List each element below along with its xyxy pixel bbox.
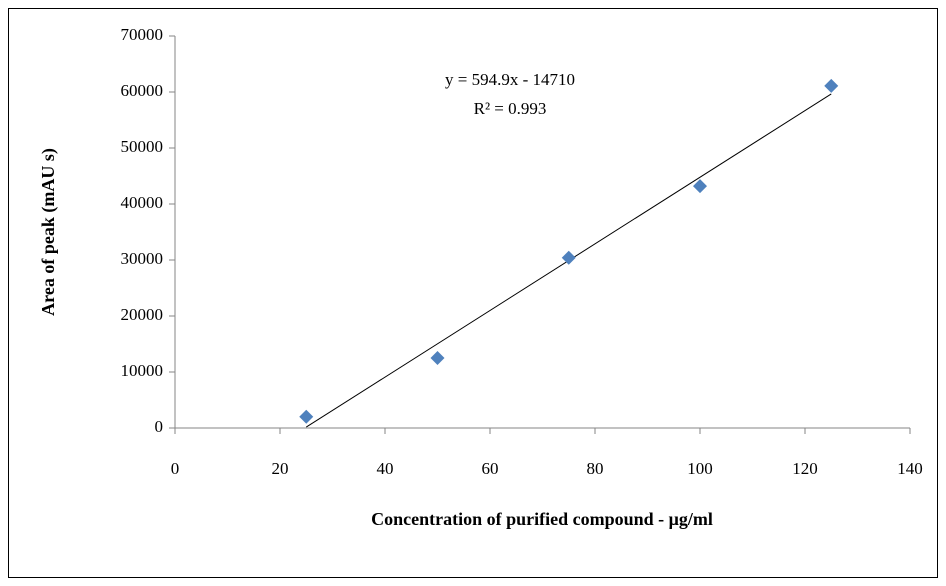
x-tick-label: 100 (687, 459, 713, 478)
x-tick-label: 20 (272, 459, 289, 478)
x-tick-label: 120 (792, 459, 818, 478)
x-tick-label: 80 (587, 459, 604, 478)
x-axis-title: Concentration of purified compound - μg/… (371, 509, 713, 529)
y-tick-label: 30000 (121, 249, 164, 268)
data-point (299, 409, 314, 424)
r-squared: R² = 0.993 (474, 99, 547, 118)
y-tick-label: 70000 (121, 25, 164, 44)
trendline-equation: y = 594.9x - 14710 (445, 70, 575, 89)
y-axis-title: Area of peak (mAU s) (38, 148, 59, 316)
data-point (693, 179, 707, 194)
y-tick-label: 40000 (121, 193, 164, 212)
y-tick-label: 0 (155, 417, 164, 436)
x-tick-label: 140 (897, 459, 923, 478)
data-point (824, 78, 839, 93)
data-point (430, 351, 445, 365)
chart-border (8, 8, 938, 578)
x-tick-label: 40 (377, 459, 394, 478)
x-tick-label: 0 (171, 459, 180, 478)
y-tick-label: 60000 (121, 81, 164, 100)
x-tick-label: 60 (482, 459, 499, 478)
y-tick-label: 50000 (121, 137, 164, 156)
y-tick-label: 20000 (121, 305, 164, 324)
data-point (561, 250, 576, 265)
y-tick-label: 10000 (121, 361, 164, 380)
